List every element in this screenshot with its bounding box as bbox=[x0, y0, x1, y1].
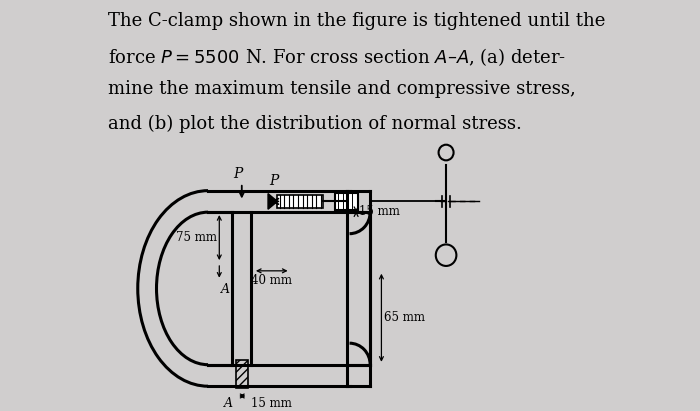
Text: The C-clamp shown in the figure is tightened until the: The C-clamp shown in the figure is tight… bbox=[108, 12, 605, 30]
Text: 15 mm: 15 mm bbox=[359, 205, 400, 218]
Text: P: P bbox=[269, 174, 279, 188]
Text: 75 mm: 75 mm bbox=[176, 231, 218, 244]
Text: force $P = 5500$ N. For cross section $A$–$A$, (a) deter-: force $P = 5500$ N. For cross section $A… bbox=[108, 46, 566, 68]
Bar bbox=[236, 360, 248, 388]
Text: 15 mm: 15 mm bbox=[251, 397, 292, 410]
Text: mine the maximum tensile and compressive stress,: mine the maximum tensile and compressive… bbox=[108, 80, 575, 98]
Text: 65 mm: 65 mm bbox=[384, 311, 425, 324]
Text: A: A bbox=[224, 397, 233, 410]
Text: P: P bbox=[233, 167, 243, 181]
Bar bbox=[335, 193, 358, 210]
Text: A: A bbox=[221, 283, 230, 296]
Bar bbox=[277, 194, 323, 208]
Text: 40 mm: 40 mm bbox=[251, 274, 293, 287]
Text: and (b) plot the distribution of normal stress.: and (b) plot the distribution of normal … bbox=[108, 114, 522, 133]
Polygon shape bbox=[268, 194, 277, 209]
